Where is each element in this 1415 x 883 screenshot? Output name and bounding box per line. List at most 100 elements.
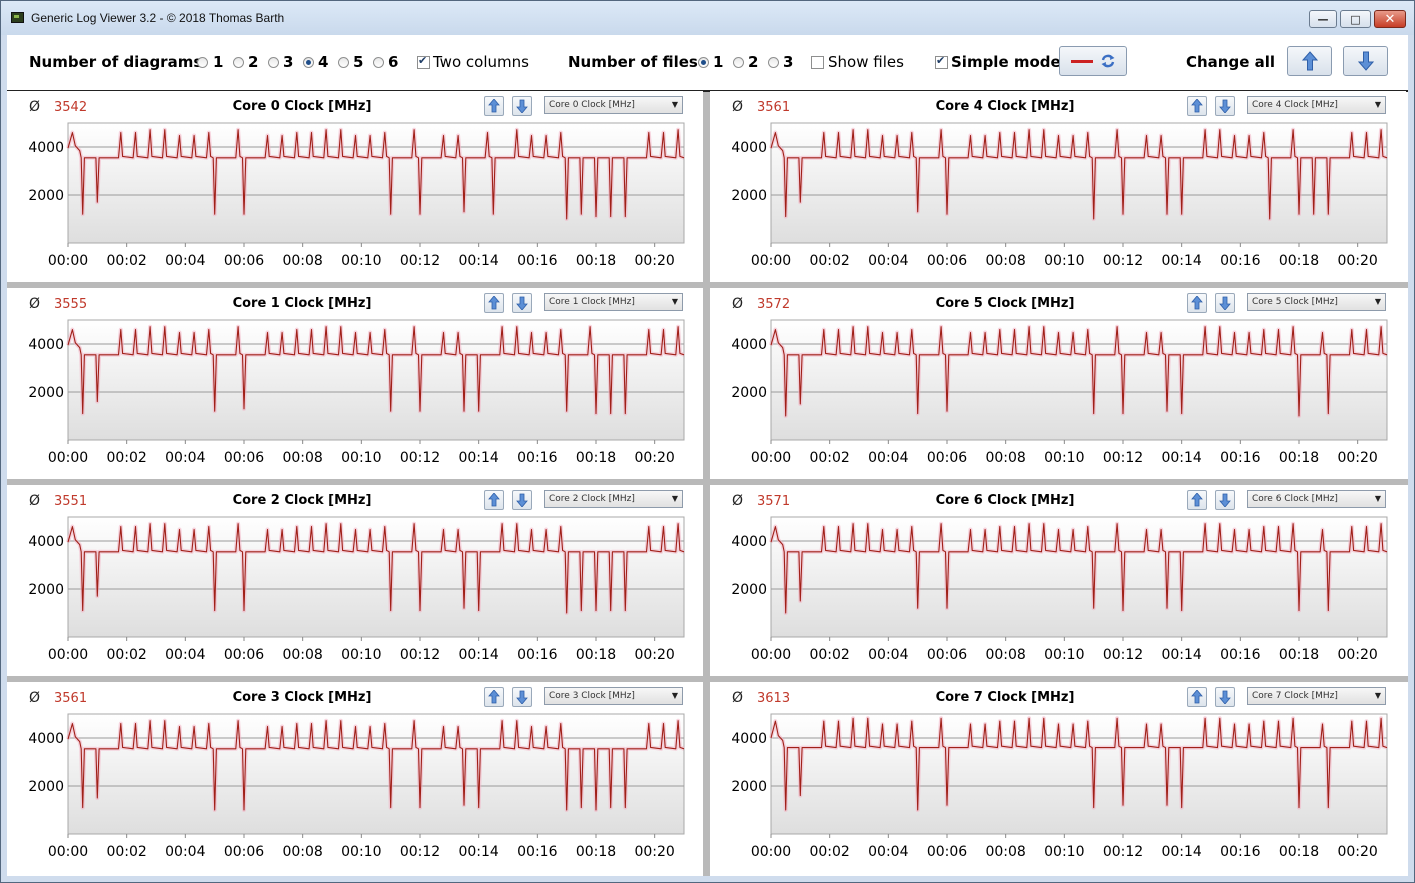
chart-panel: 2000 4000 00:00 00:02 00:04 00:06 00:08 00:10 00… — [710, 682, 1406, 873]
diagrams-radio-6[interactable] — [373, 57, 384, 68]
x-tick-label: 00:16 — [517, 647, 557, 663]
move-down-button[interactable] — [512, 96, 532, 116]
x-tick-label: 00:16 — [1220, 450, 1260, 466]
simple-mode-checkbox[interactable] — [935, 54, 948, 69]
arrow-down-icon — [1219, 99, 1231, 113]
x-tick-label: 00:00 — [751, 450, 791, 466]
x-tick-label: 00:20 — [1337, 450, 1377, 466]
diagrams-option-3: 3 — [283, 53, 294, 71]
diagrams-radio-2[interactable] — [233, 57, 244, 68]
x-tick-label: 00:20 — [1337, 844, 1377, 860]
y-tick-label: 2000 — [731, 385, 767, 401]
average-symbol: Ø — [732, 690, 744, 706]
series-select[interactable]: Core 6 Clock [MHz] ▼ — [1247, 490, 1386, 508]
series-line — [67, 720, 685, 811]
diagrams-radio-5[interactable] — [338, 57, 349, 68]
diagrams-option-4: 4 — [318, 53, 329, 71]
two-columns-label: Two columns — [433, 53, 529, 71]
maximize-button[interactable]: □ — [1340, 10, 1371, 28]
x-tick-label: 00:02 — [809, 253, 849, 269]
x-tick-label: 00:06 — [224, 450, 264, 466]
arrow-down-icon — [516, 99, 528, 113]
series-select-value: Core 3 Clock [MHz] — [549, 691, 635, 701]
chevron-down-icon: ▼ — [1374, 100, 1381, 109]
x-tick-label: 00:18 — [576, 844, 616, 860]
x-tick-label: 00:00 — [751, 253, 791, 269]
x-tick-label: 00:06 — [927, 450, 967, 466]
move-down-button[interactable] — [1215, 96, 1235, 116]
x-tick-label: 00:02 — [106, 844, 146, 860]
line-chart: 2000 4000 00:00 00:02 00:04 00:06 00:08 00:10 00… — [731, 319, 1388, 466]
move-down-button[interactable] — [1215, 490, 1235, 510]
series-select[interactable]: Core 1 Clock [MHz] ▼ — [544, 293, 683, 311]
average-symbol: Ø — [732, 99, 744, 115]
y-tick-label: 2000 — [731, 779, 767, 795]
series-select[interactable]: Core 7 Clock [MHz] ▼ — [1247, 687, 1386, 705]
diagrams-radio-3[interactable] — [268, 57, 279, 68]
diagrams-radio-1[interactable] — [197, 57, 208, 68]
move-down-button[interactable] — [1215, 293, 1235, 313]
files-radio-2[interactable] — [733, 57, 744, 68]
plot-area — [67, 122, 685, 244]
chart-title: Core 7 Clock [MHz] — [935, 690, 1075, 705]
series-select[interactable]: Core 0 Clock [MHz] ▼ — [544, 96, 683, 114]
x-tick-label: 00:06 — [927, 647, 967, 663]
move-up-button[interactable] — [1187, 96, 1207, 116]
change-all-label: Change all — [1186, 53, 1276, 71]
series-select[interactable]: Core 4 Clock [MHz] ▼ — [1247, 96, 1386, 114]
x-tick-label: 00:08 — [282, 647, 322, 663]
series-select[interactable]: Core 3 Clock [MHz] ▼ — [544, 687, 683, 705]
move-up-button[interactable] — [484, 490, 504, 510]
move-up-button[interactable] — [1187, 687, 1207, 707]
x-tick-label: 00:02 — [106, 253, 146, 269]
move-down-button[interactable] — [1215, 687, 1235, 707]
move-up-button[interactable] — [1187, 490, 1207, 510]
x-tick-label: 00:18 — [1279, 844, 1319, 860]
x-tick-label: 00:16 — [1220, 844, 1260, 860]
x-tick-label: 00:12 — [400, 450, 440, 466]
average-value: 3571 — [757, 494, 791, 509]
simple-mode-label: Simple mode — [951, 53, 1061, 71]
plot-area — [770, 319, 1388, 441]
move-up-button[interactable] — [484, 687, 504, 707]
x-tick-label: 00:16 — [1220, 647, 1260, 663]
series-line — [770, 717, 1388, 811]
y-tick-label: 4000 — [28, 534, 64, 550]
x-tick-label: 00:18 — [576, 253, 616, 269]
x-tick-label: 00:12 — [400, 844, 440, 860]
series-select[interactable]: Core 5 Clock [MHz] ▼ — [1247, 293, 1386, 311]
x-tick-label: 00:06 — [224, 647, 264, 663]
move-up-button[interactable] — [484, 96, 504, 116]
move-up-button[interactable] — [1187, 293, 1207, 313]
diagrams-radio-4[interactable] — [303, 57, 314, 68]
x-tick-label: 00:12 — [1103, 647, 1143, 663]
move-up-button[interactable] — [484, 293, 504, 313]
show-files-checkbox[interactable] — [811, 56, 824, 69]
x-tick-label: 00:08 — [282, 450, 322, 466]
arrow-up-icon — [488, 690, 500, 704]
x-tick-label: 00:14 — [458, 253, 498, 269]
arrow-up-icon — [1191, 99, 1203, 113]
files-radio-3[interactable] — [768, 57, 779, 68]
files-radio-1[interactable] — [698, 57, 709, 68]
move-down-button[interactable] — [512, 293, 532, 313]
x-tick-label: 00:00 — [48, 450, 88, 466]
two-columns-checkbox[interactable] — [417, 54, 430, 69]
chart-panel: 2000 4000 00:00 00:02 00:04 00:06 00:08 00:10 00… — [7, 91, 703, 282]
change-all-up-button[interactable] — [1287, 46, 1332, 76]
chart-title: Core 2 Clock [MHz] — [232, 493, 372, 508]
move-down-button[interactable] — [512, 687, 532, 707]
close-icon: ✕ — [1384, 11, 1396, 27]
files-label: Number of files — [568, 53, 698, 71]
series-select-value: Core 6 Clock [MHz] — [1252, 494, 1338, 504]
x-tick-label: 00:04 — [868, 253, 908, 269]
x-tick-label: 00:10 — [341, 844, 381, 860]
series-select[interactable]: Core 2 Clock [MHz] ▼ — [544, 490, 683, 508]
move-down-button[interactable] — [512, 490, 532, 510]
close-button[interactable]: ✕ — [1374, 10, 1406, 28]
line-color-button[interactable] — [1059, 46, 1127, 76]
plot-area — [67, 516, 685, 638]
change-all-down-button[interactable] — [1343, 46, 1388, 76]
average-value: 3542 — [54, 100, 88, 115]
minimize-button[interactable]: — — [1309, 10, 1337, 28]
